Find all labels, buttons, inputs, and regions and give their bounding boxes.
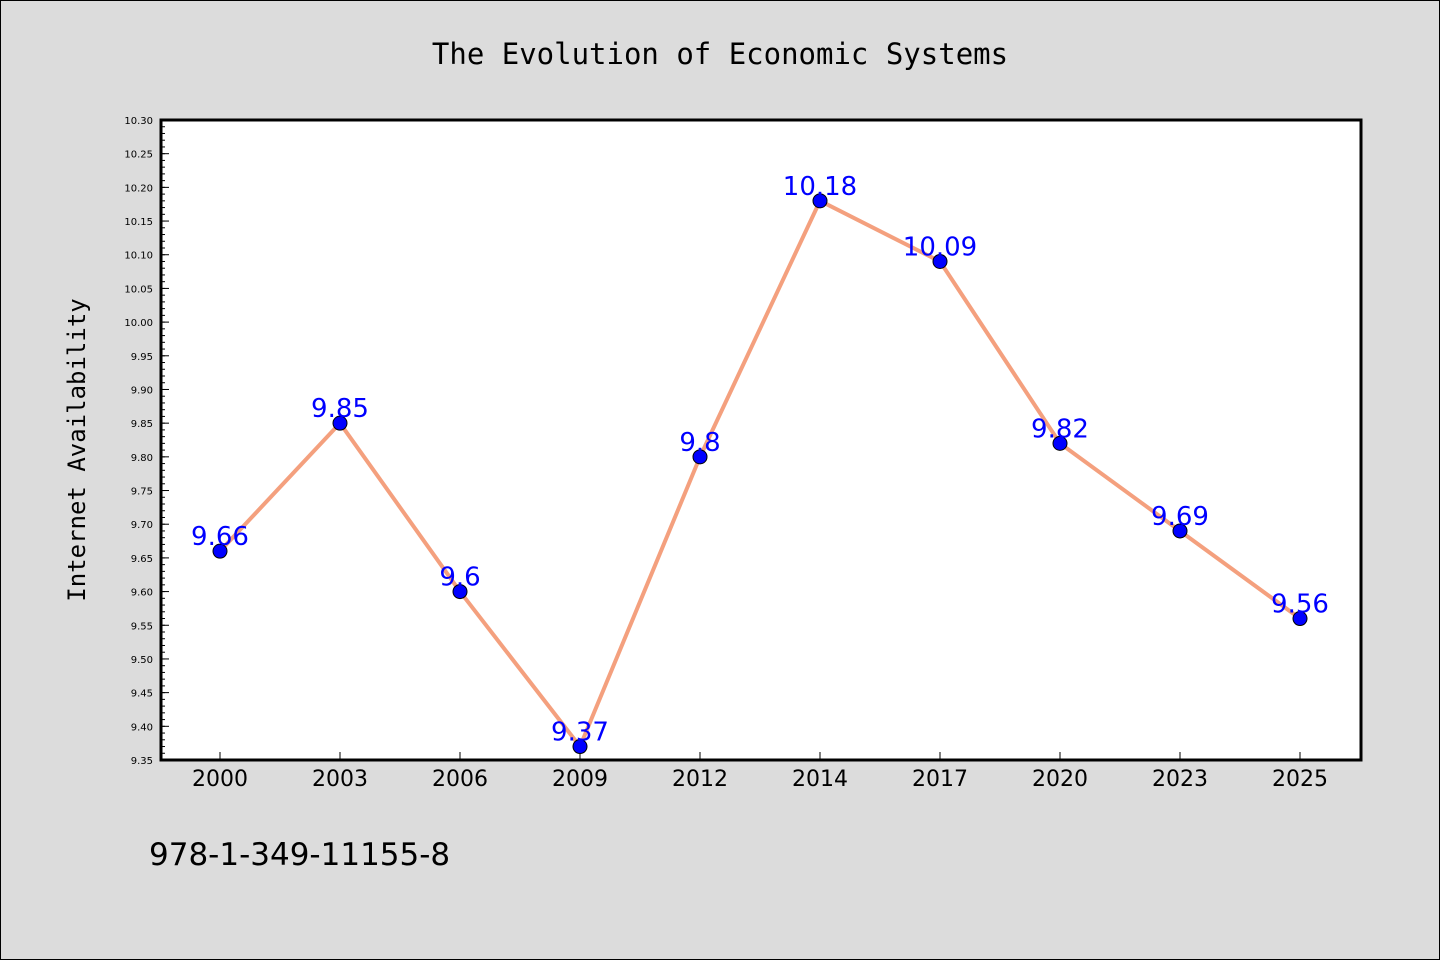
- data-labels: 9.66 9.85 9.6 9.37 9.8 10.18 10.09 9.82 9.69 9.56: [191, 172, 1329, 748]
- y-tick-label: 10.05: [124, 284, 153, 295]
- data-point-2017: [932, 253, 948, 269]
- y-tick-label: 9.35: [131, 756, 153, 767]
- data-point-2012: [692, 449, 708, 465]
- x-tick-label: 2006: [432, 767, 488, 792]
- isbn-text: 978-1-349-11155-8: [149, 837, 450, 873]
- y-tick-label: 9.65: [131, 554, 153, 565]
- data-label-2025: 9.56: [1271, 590, 1329, 620]
- data-point-2014: [812, 193, 828, 209]
- data-label-2006: 9.6: [439, 563, 480, 593]
- chart-title: The Evolution of Economic Systems: [432, 37, 1008, 71]
- y-tick-label: 9.50: [131, 655, 153, 666]
- plot-area: [159, 118, 1363, 762]
- series-markers: [212, 193, 1308, 755]
- y-tick-label: 10.10: [124, 251, 153, 262]
- y-tick-label: 9.40: [131, 722, 153, 733]
- y-tick-label: 10.15: [124, 217, 153, 228]
- data-point-2025: [1292, 611, 1308, 627]
- x-tick-label: 2012: [672, 767, 728, 792]
- x-tick-label: 2025: [1272, 767, 1328, 792]
- y-tick-label: 9.70: [131, 520, 153, 531]
- data-point-2009: [572, 739, 588, 755]
- y-tick-label: 9.85: [131, 419, 153, 430]
- data-label-2003: 9.85: [311, 394, 369, 424]
- y-tick-label: 9.75: [131, 487, 153, 498]
- y-tick-label: 9.80: [131, 453, 153, 464]
- data-label-2023: 9.69: [1151, 502, 1209, 532]
- y-tick-label: 10.20: [124, 183, 153, 194]
- x-tick-label: 2000: [192, 767, 248, 792]
- y-axis-label: Internet Availability: [63, 298, 91, 601]
- y-tick-label: 10.00: [124, 318, 153, 329]
- data-label-2017: 10.09: [903, 232, 977, 262]
- y-axis-ticks: 9.35 9.40 9.45 9.50 9.55 9.60 9.65 9.70 9.75 9.80…: [124, 116, 169, 767]
- y-tick-label: 9.90: [131, 385, 153, 396]
- x-axis-ticks: 2000 2003 2006 2009 2012 2014 2017 2020 2023 2025: [192, 752, 1328, 792]
- data-point-2023: [1172, 523, 1188, 539]
- data-label-2000: 9.66: [191, 522, 249, 552]
- y-tick-label: 9.60: [131, 588, 153, 599]
- y-tick-label: 10.25: [124, 150, 153, 161]
- data-label-2020: 9.82: [1031, 414, 1089, 444]
- x-tick-label: 2003: [312, 767, 368, 792]
- x-tick-label: 2017: [912, 767, 968, 792]
- data-point-2003: [332, 415, 348, 431]
- data-label-2009: 9.37: [551, 718, 609, 748]
- data-label-2012: 9.8: [679, 428, 720, 458]
- y-tick-label: 9.45: [131, 689, 153, 700]
- data-point-2006: [452, 584, 468, 600]
- series-line: [218, 198, 1302, 749]
- data-label-2014: 10.18: [783, 172, 857, 202]
- data-point-2020: [1052, 435, 1068, 451]
- x-tick-label: 2009: [552, 767, 608, 792]
- y-tick-label: 9.55: [131, 621, 153, 632]
- x-tick-label: 2014: [792, 767, 848, 792]
- x-tick-label: 2023: [1152, 767, 1208, 792]
- y-tick-label: 10.30: [124, 116, 153, 127]
- x-tick-label: 2020: [1032, 767, 1088, 792]
- y-tick-label: 9.95: [131, 352, 153, 363]
- data-point-2000: [212, 543, 228, 559]
